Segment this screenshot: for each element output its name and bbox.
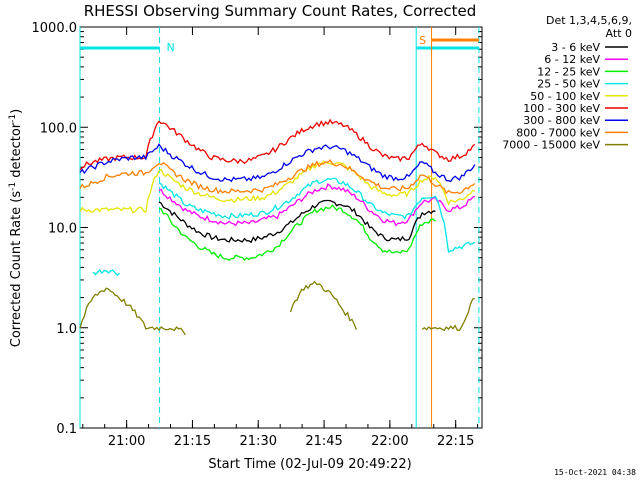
x-tick-label: 21:00 xyxy=(108,434,145,449)
series-lines xyxy=(79,118,476,336)
legend-entry-label: 6 - 12 keV xyxy=(544,53,600,66)
attenuator-markers: NS xyxy=(79,27,480,428)
legend-entry-label: 12 - 25 keV xyxy=(537,65,600,78)
series-line-6 xyxy=(79,143,476,183)
y-axis: 0.1 1.0 10.0 100.0 1000.0 xyxy=(32,21,482,437)
series-line-4 xyxy=(79,160,476,214)
x-axis: 21:00 21:15 21:30 21:45 22:00 22:15 xyxy=(82,27,479,449)
x-tick-label: 21:30 xyxy=(240,434,277,449)
legend-entry-label: 7000 - 15000 keV xyxy=(502,139,600,152)
x-tick-label: 21:15 xyxy=(174,434,211,449)
legend-entry-label: 3 - 6 keV xyxy=(551,41,600,54)
x-tick-label: 22:15 xyxy=(437,434,474,449)
saa-marker-label: S xyxy=(419,34,426,47)
legend-entry-label: 25 - 50 keV xyxy=(537,78,600,91)
y-axis-label-part2: detector xyxy=(9,122,24,182)
y-axis-label: Corrected Count Rate (s-1 detector-1) xyxy=(8,109,24,347)
x-tick-label: 21:45 xyxy=(305,434,342,449)
y-tick-label: 1000.0 xyxy=(32,21,78,36)
y-tick-label: 1.0 xyxy=(56,322,77,337)
series-line-2 xyxy=(158,204,436,262)
plot-area xyxy=(79,26,483,429)
y-tick-label: 0.1 xyxy=(56,422,77,437)
legend-header-line2: Att 0 xyxy=(606,27,632,40)
series-line-3 xyxy=(92,269,120,276)
plot-frame xyxy=(79,26,483,429)
legend-entry-label: 800 - 7000 keV xyxy=(516,126,600,139)
timestamp-footer: 15-Oct-2021 04:38 xyxy=(554,468,636,477)
night-marker-label: N xyxy=(167,41,175,54)
legend-entry-label: 300 - 800 keV xyxy=(523,114,600,127)
y-axis-label-part3: ) xyxy=(9,109,24,114)
series-line-8 xyxy=(79,287,186,336)
series-line-7 xyxy=(79,159,476,195)
y-tick-label: 100.0 xyxy=(40,121,77,136)
legend-header-line1: Det 1,3,4,5,6,9, xyxy=(546,14,632,27)
legend-entry-label: 100 - 300 keV xyxy=(523,102,600,115)
chart-title: RHESSI Observing Summary Count Rates, Co… xyxy=(84,2,477,20)
series-line-0 xyxy=(158,199,436,244)
x-tick-label: 22:00 xyxy=(371,434,408,449)
y-axis-label-part1: Corrected Count Rate (s xyxy=(9,191,24,348)
y-axis-label-sup1: -1 xyxy=(8,182,18,191)
series-line-8 xyxy=(421,297,475,332)
series-line-5 xyxy=(79,118,476,171)
legend-entry-label: 50 - 100 keV xyxy=(530,90,600,103)
series-line-1 xyxy=(158,183,476,227)
series-line-3 xyxy=(158,177,476,253)
y-tick-label: 10.0 xyxy=(48,222,77,237)
y-axis-label-sup2: -1 xyxy=(8,114,18,123)
series-line-8 xyxy=(289,280,358,330)
x-axis-label: Start Time (02-Jul-09 20:49:22) xyxy=(208,457,411,472)
